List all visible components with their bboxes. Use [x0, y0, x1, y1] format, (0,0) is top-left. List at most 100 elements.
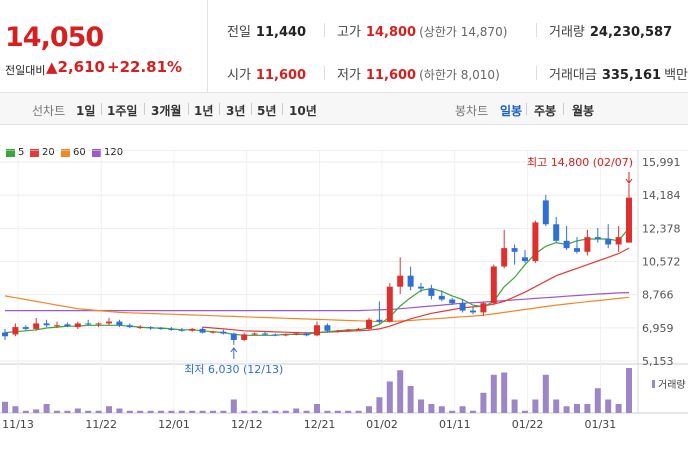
candle-body — [64, 324, 71, 327]
tab-5y[interactable]: 5년 — [257, 104, 277, 118]
volume-bar — [584, 404, 591, 413]
candle-body — [147, 327, 154, 329]
candle-body — [12, 327, 19, 335]
volume-bar — [386, 381, 393, 413]
tab-weekly[interactable]: 주봉 — [534, 104, 557, 118]
candle-body — [85, 323, 92, 325]
legend-label: 20 — [42, 147, 55, 158]
divider — [536, 23, 537, 37]
tab-3y[interactable]: 3년 — [226, 104, 246, 118]
candle-body — [303, 333, 310, 336]
candle-body — [178, 329, 185, 331]
volume-bar — [615, 404, 622, 413]
volume-bar — [407, 386, 414, 413]
tab-1d[interactable]: 1일 — [76, 104, 96, 118]
tab-10y[interactable]: 10년 — [289, 104, 317, 118]
x-tick-label: 01/31 — [585, 418, 617, 431]
tab-monthly[interactable]: 월봉 — [572, 104, 595, 118]
volume-bar — [85, 410, 92, 413]
candle-body — [449, 299, 456, 304]
tab-1y[interactable]: 1년 — [194, 104, 214, 118]
volume-bar — [189, 410, 196, 413]
volume-bar — [43, 404, 50, 413]
amount-value: 335,161 — [601, 68, 662, 83]
legend-ma120: 120 — [92, 147, 123, 158]
change-percent: +22.81% — [107, 58, 183, 76]
x-tick-label: 12/21 — [304, 418, 336, 431]
divider — [219, 103, 220, 115]
candle-body — [293, 333, 300, 335]
max-annotation: 최고 14,800 (02/07) — [527, 156, 633, 169]
candle-body — [386, 286, 393, 322]
volume-bar — [251, 410, 258, 413]
volume-bar — [293, 408, 300, 413]
divider — [251, 103, 252, 115]
y-tick-label: 10,572 — [642, 256, 681, 269]
volume-bar — [490, 374, 497, 413]
volume-bar — [230, 399, 237, 413]
open-price: 시가 11,600 — [227, 64, 306, 83]
stock-chart[interactable]: 15,991 14,184 12,378 10,572 8,766 6,959 5,153 1… — [0, 150, 688, 451]
tab-daily[interactable]: 일봉 — [500, 104, 523, 118]
candle-body — [137, 327, 144, 329]
low-label: 저가 — [337, 68, 361, 83]
candle-body — [490, 266, 497, 304]
volume-bar — [74, 408, 81, 413]
candle-body — [324, 325, 331, 331]
candle-body — [470, 310, 476, 313]
chart-period-tabs: 선차트 1일 1주일 3개월 1년 3년 5년 10년 봉차트 일봉 주봉 월봉 — [0, 93, 688, 125]
candle-body — [553, 224, 560, 241]
change-label: 전일대비 — [5, 64, 46, 77]
volume-value: 24,230,587 — [589, 25, 673, 40]
candle-body — [116, 321, 123, 326]
volume-bar — [64, 410, 71, 413]
candle-body — [334, 330, 341, 332]
volume-bar — [158, 410, 164, 413]
candle-body — [158, 328, 164, 330]
volume-bar — [511, 399, 518, 413]
low-price: 저가 11,600 (하한가 8,010) — [337, 64, 500, 83]
volume-bar — [334, 410, 341, 413]
volume-bar — [626, 368, 632, 413]
candle-body — [54, 325, 60, 327]
candle-body — [22, 327, 29, 329]
volume-bar — [553, 399, 560, 413]
y-tick-label: 6,959 — [642, 322, 674, 335]
candle-body — [480, 303, 487, 313]
volume-bar — [168, 410, 175, 413]
tab-3m[interactable]: 3개월 — [151, 104, 182, 118]
legend-swatch — [92, 148, 101, 157]
legend-swatch — [6, 148, 15, 157]
x-tick-label: 01/22 — [512, 418, 544, 431]
volume-bar — [116, 408, 123, 413]
volume-bar — [397, 370, 404, 413]
legend-ma20: 20 — [30, 147, 55, 158]
ma20-line — [202, 247, 630, 334]
x-tick-label: 01/11 — [439, 418, 471, 431]
current-price: 14,050 — [5, 22, 104, 53]
legend-label: 120 — [104, 147, 124, 158]
trade-amount: 거래대금 335,161 백만 — [549, 64, 688, 83]
volume-bar — [210, 410, 216, 413]
volume-bar — [574, 404, 580, 413]
x-tick-label: 01/02 — [366, 418, 398, 431]
candle-body — [428, 288, 435, 296]
volume-bar — [376, 397, 383, 413]
volume-bar — [22, 410, 29, 413]
upper-limit: (상한가 14,870) — [419, 25, 508, 39]
volume-bar — [345, 410, 352, 413]
candle-body — [230, 333, 237, 340]
volume-bar — [366, 406, 372, 413]
legend-label: 5 — [18, 147, 25, 158]
volume-bar — [147, 410, 154, 413]
volume-bar — [542, 374, 549, 413]
candle-body — [459, 303, 466, 311]
volume-bar — [54, 410, 60, 413]
tab-1w[interactable]: 1주일 — [107, 104, 138, 118]
legend-swatch — [61, 148, 70, 157]
volume-bar — [449, 410, 456, 413]
candle-body — [366, 319, 372, 329]
candle-body — [220, 331, 227, 334]
legend-label: 60 — [73, 147, 86, 158]
volume-bar — [178, 410, 185, 413]
